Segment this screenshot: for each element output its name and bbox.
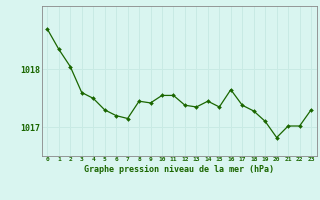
X-axis label: Graphe pression niveau de la mer (hPa): Graphe pression niveau de la mer (hPa) [84,165,274,174]
